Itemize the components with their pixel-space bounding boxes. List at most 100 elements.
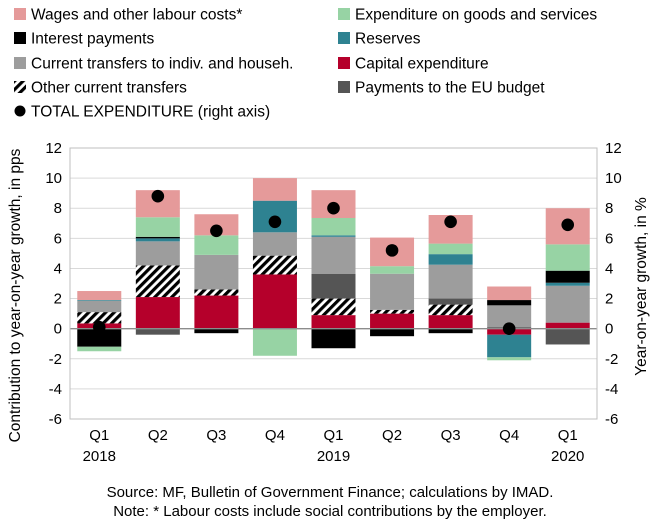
legend-label-reserves: Reserves [355, 31, 421, 48]
bar-segment-reserves [311, 235, 356, 237]
bar-segment-other [428, 304, 473, 316]
left-tick-label: 6 [54, 230, 62, 247]
plot-border [69, 147, 598, 420]
bar-segment-reserves [135, 238, 180, 242]
bar-segment-interest [311, 328, 356, 349]
bar-segment-wages [487, 286, 532, 301]
bar-segment-capex [194, 295, 239, 329]
bar-segment-transfers [194, 254, 239, 290]
legend-label-interest: Interest payments [31, 31, 154, 48]
x-tick-label: Q1 [558, 427, 578, 444]
bar-segment-other [311, 298, 356, 316]
bar-segment-eu [311, 273, 356, 299]
bar-segment-goods [487, 357, 532, 361]
bar-segment-transfers [77, 300, 122, 313]
legend-swatch-total [14, 105, 26, 117]
bar-segment-goods [77, 346, 122, 352]
bar-segment-interest [428, 328, 473, 334]
bar-segment-transfers [487, 305, 532, 328]
bar-segment-other [252, 255, 297, 275]
left-tick-label: -4 [49, 381, 62, 398]
total-marker [502, 322, 516, 335]
total-marker [385, 244, 399, 257]
right-tick-label: 8 [605, 200, 613, 217]
legend-label-capex: Capital expenditure [355, 56, 489, 73]
legend-swatch-interest [14, 32, 26, 44]
x-tick-label: Q4 [265, 427, 285, 444]
bar-segment-reserves [545, 282, 590, 286]
bar-segment-goods [370, 266, 415, 274]
x-year-label: 2020 [551, 448, 584, 465]
right-tick-label: 2 [605, 291, 613, 308]
legend: Wages and other labour costs* Expenditure… [14, 7, 597, 121]
bar-segment-capex [428, 315, 473, 329]
total-marker [268, 215, 282, 229]
left-tick-label: -6 [49, 411, 62, 428]
bar-segment-capex [135, 297, 180, 329]
legend-swatch-wages [14, 8, 26, 20]
left-tick-label: 8 [54, 200, 62, 217]
x-year-label: 2019 [317, 448, 350, 465]
footnote: Note: * Labour costs include social cont… [113, 503, 547, 520]
bar-segment-reserves [487, 334, 532, 358]
bar-segment-interest [487, 300, 532, 306]
right-tick-label: 6 [605, 230, 613, 247]
right-tick-label: 10 [605, 170, 622, 187]
right-tick-label: -6 [605, 411, 618, 428]
bar-segment-interest [545, 270, 590, 283]
bar-segment-wages [252, 178, 297, 201]
bar-segment-interest [135, 236, 180, 239]
total-marker [327, 201, 340, 215]
bar-segment-transfers [252, 232, 297, 256]
bars [77, 178, 590, 361]
legend-swatch-eu [338, 81, 350, 93]
total-marker [561, 218, 575, 232]
bar-segment-other [77, 312, 122, 324]
bar-segment-transfers [545, 285, 590, 323]
plot-frame [69, 147, 598, 420]
legend-swatch-other [14, 81, 26, 93]
bar-segment-interest [77, 328, 122, 347]
bar-segment-transfers [428, 264, 473, 299]
bar-segment-goods [428, 243, 473, 255]
bar-segment-goods [311, 218, 356, 236]
total-marker [92, 320, 106, 334]
right-tick-label: -4 [605, 381, 618, 398]
bar-segment-eu [135, 328, 180, 335]
x-tick-label: Q3 [206, 427, 226, 444]
bar-segment-goods [135, 217, 180, 237]
bar-segment-transfers [311, 236, 356, 274]
bar-segment-wages [77, 291, 122, 301]
legend-label-transfers: Current transfers to indiv. and househ. [31, 56, 294, 73]
left-tick-label: 2 [54, 291, 62, 308]
left-tick-label: 4 [54, 260, 62, 277]
right-tick-label: 12 [605, 140, 622, 157]
bar-segment-reserves [428, 254, 473, 265]
bar-segment-goods [545, 244, 590, 271]
legend-label-other: Other current transfers [31, 80, 187, 97]
legend-label-eu: Payments to the EU budget [355, 80, 545, 97]
bar-segment-other [135, 265, 180, 298]
right-axis-ticks: -6 -4 -2 0 2 4 6 8 10 12 [605, 140, 622, 428]
y-axis-title: Contribution to year-on-year growth, in … [7, 148, 24, 442]
x-tick-label: Q4 [499, 427, 519, 444]
total-marker [210, 224, 223, 238]
right-tick-label: -2 [605, 351, 618, 368]
total-marker [151, 189, 165, 203]
legend-label-total: TOTAL EXPENDITURE (right axis) [31, 104, 270, 121]
x-tick-label: Q2 [148, 427, 168, 444]
right-tick-label: 4 [605, 260, 613, 277]
left-tick-label: 10 [45, 170, 62, 187]
bar-segment-eu [428, 298, 473, 305]
x-tick-label: Q1 [89, 427, 109, 444]
bar-segment-transfers [370, 273, 415, 310]
total-markers [92, 189, 575, 335]
x-tick-label: Q3 [441, 427, 461, 444]
x-year-label: 2018 [83, 448, 116, 465]
bar-segment-goods [252, 328, 297, 356]
left-axis-ticks: -6 -4 -2 0 2 4 6 8 10 12 [45, 140, 62, 428]
x-tick-label: Q1 [323, 427, 343, 444]
legend-label-wages: Wages and other labour costs* [31, 7, 242, 24]
